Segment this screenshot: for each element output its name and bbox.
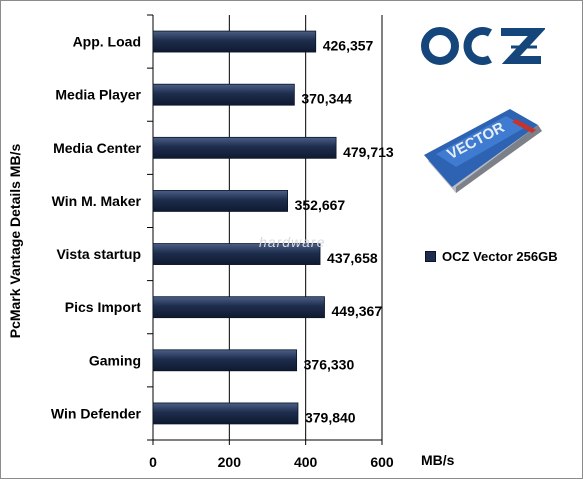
- bar: [152, 30, 317, 53]
- y-tick-label: Win M. Maker: [52, 193, 142, 209]
- y-tick-label: App. Load: [73, 34, 141, 50]
- x-axis-unit: MB/s: [421, 452, 455, 468]
- x-tick-label: 0: [149, 454, 157, 470]
- data-label: 379,840: [305, 409, 356, 425]
- bar: [152, 296, 325, 319]
- bar: [152, 402, 299, 425]
- data-label: 376,330: [304, 356, 355, 372]
- legend-swatch: [425, 251, 436, 262]
- data-label: 352,667: [295, 197, 346, 213]
- y-axis-title: PcMark Vantage Details MB/s: [7, 143, 23, 339]
- legend-label: OCZ Vector 256GB: [442, 249, 558, 264]
- bar: [152, 349, 298, 372]
- watermark: hardware: [259, 234, 326, 250]
- y-tick-label: Media Center: [53, 140, 141, 156]
- x-tick-label: 200: [218, 454, 242, 470]
- data-label: 426,357: [323, 38, 374, 54]
- bar: [152, 136, 337, 159]
- x-tick-label: 400: [294, 454, 318, 470]
- data-label: 449,367: [332, 303, 383, 319]
- data-label: 437,658: [327, 250, 378, 266]
- data-label: 370,344: [301, 91, 352, 107]
- y-tick-label: Gaming: [89, 352, 141, 368]
- bar: [152, 243, 321, 265]
- bar: [152, 190, 289, 212]
- y-tick-label: Vista startup: [56, 246, 141, 262]
- legend: OCZ Vector 256GB: [425, 249, 558, 264]
- x-tick-label: 600: [370, 454, 394, 470]
- ocz-logo: [421, 27, 545, 65]
- y-tick-label: Media Player: [55, 87, 141, 103]
- y-tick-label: Pics Import: [65, 299, 142, 315]
- bar: [152, 83, 295, 106]
- y-axis-title-wrap: PcMark Vantage Details MB/s: [3, 111, 27, 371]
- y-tick-label: Win Defender: [51, 405, 142, 421]
- ssd-product-image: VECTOR: [424, 109, 542, 193]
- data-label: 479,713: [343, 144, 394, 160]
